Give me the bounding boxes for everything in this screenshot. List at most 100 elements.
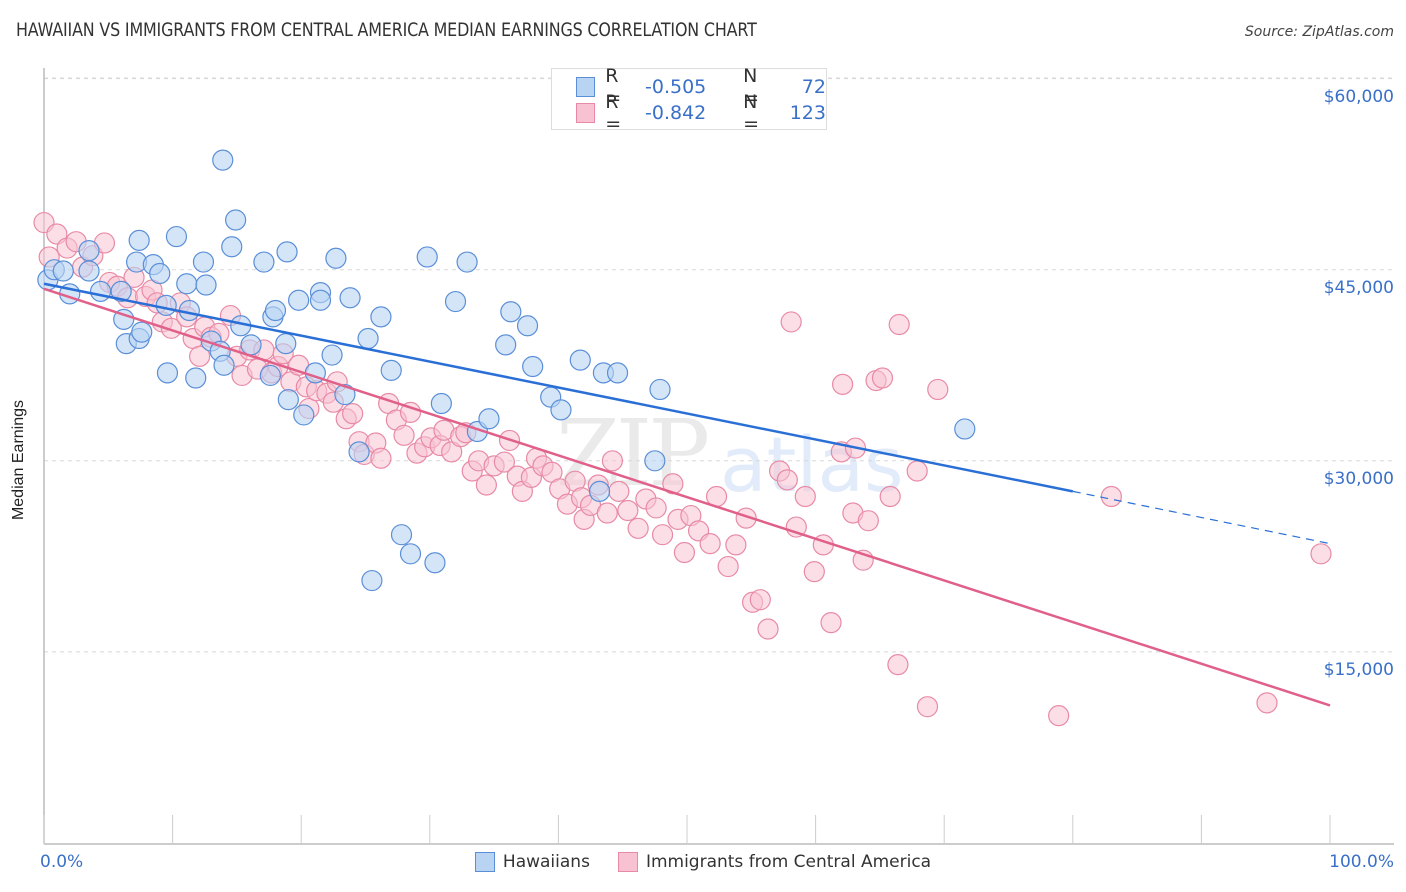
data-point-hawaiians — [649, 378, 671, 401]
data-point-immigrants — [370, 447, 392, 469]
data-point-hawaiians — [309, 289, 332, 311]
data-point-immigrants — [887, 654, 909, 676]
data-point-immigrants — [888, 313, 910, 336]
data-point-hawaiians — [277, 389, 299, 411]
legend-item-hawaiians[interactable]: Hawaiians — [474, 852, 590, 872]
data-point-hawaiians — [128, 229, 150, 251]
series-legend: Hawaiians Immigrants from Central Americ… — [0, 852, 1406, 872]
legend-row-hawaiians: R = -0.505 N = 72 — [576, 65, 826, 109]
data-point-hawaiians — [149, 262, 171, 285]
data-point-hawaiians — [516, 315, 539, 337]
data-point-hawaiians — [550, 399, 572, 421]
data-point-hawaiians — [390, 524, 413, 546]
data-point-hawaiians — [500, 301, 522, 323]
data-point-immigrants — [617, 499, 639, 522]
r-label: R = — [605, 91, 622, 135]
y-tick-label: $30,000 — [1323, 468, 1394, 489]
data-point-hawaiians — [606, 362, 629, 384]
n-value: 72 — [801, 76, 826, 98]
hawaiians-legend-swatch — [474, 852, 495, 872]
data-point-hawaiians — [155, 294, 177, 316]
r-label: R = — [605, 65, 622, 109]
data-point-hawaiians — [192, 251, 215, 273]
data-point-immigrants — [749, 589, 771, 611]
data-point-hawaiians — [644, 450, 666, 472]
data-point-immigrants — [1048, 704, 1070, 727]
data-point-immigrants — [820, 611, 842, 634]
data-point-immigrants — [1310, 543, 1332, 565]
data-point-hawaiians — [213, 354, 235, 376]
data-point-hawaiians — [325, 247, 347, 269]
data-point-immigrants — [189, 345, 211, 367]
data-point-hawaiians — [370, 306, 392, 328]
data-point-immigrants — [757, 618, 779, 640]
n-value: 123 — [789, 102, 826, 124]
n-label: N = — [743, 91, 760, 135]
y-tick-label: $45,000 — [1323, 277, 1394, 298]
data-point-hawaiians — [954, 418, 976, 440]
data-point-hawaiians — [52, 260, 74, 282]
data-point-immigrants — [699, 533, 721, 555]
data-point-hawaiians — [131, 321, 153, 343]
x-tick-label-min: 0.0% — [40, 852, 84, 872]
series-immigrants-central-america — [33, 211, 1332, 727]
data-point-immigrants — [916, 696, 939, 718]
data-point-hawaiians — [176, 273, 198, 295]
data-point-hawaiians — [110, 280, 132, 302]
data-point-immigrants — [627, 517, 649, 539]
trend-line-immigrants — [43, 287, 1331, 707]
data-point-hawaiians — [399, 543, 422, 565]
data-point-immigrants — [780, 311, 802, 333]
data-point-hawaiians — [361, 569, 383, 592]
data-point-hawaiians — [89, 280, 112, 302]
data-point-hawaiians — [78, 239, 100, 262]
data-point-immigrants — [1256, 692, 1278, 714]
data-point-immigrants — [342, 403, 364, 425]
data-point-hawaiians — [78, 260, 100, 282]
legend-row-immigrants: R = -0.842 N = 123 — [576, 91, 826, 135]
y-tick-label: $60,000 — [1323, 86, 1394, 107]
series-hawaiians — [37, 149, 976, 592]
data-point-immigrants — [645, 497, 667, 519]
immigrants-legend-swatch — [617, 852, 638, 872]
chart-title: HAWAIIAN VS IMMIGRANTS FROM CENTRAL AMER… — [16, 20, 757, 41]
hawaiians-swatch — [576, 77, 596, 97]
data-point-hawaiians — [444, 290, 467, 313]
data-point-hawaiians — [253, 251, 275, 273]
data-point-immigrants — [493, 451, 515, 473]
data-point-hawaiians — [275, 332, 297, 355]
legend-label: Hawaiians — [502, 852, 590, 872]
data-point-hawaiians — [588, 480, 611, 502]
source-label: Source: ZipAtlas.com — [1244, 24, 1394, 40]
data-point-immigrants — [794, 485, 816, 508]
data-point-immigrants — [725, 534, 747, 556]
data-point-hawaiians — [293, 404, 315, 426]
data-point-immigrants — [596, 502, 618, 524]
y-tick-label: $15,000 — [1323, 659, 1394, 680]
legend-item-immigrants[interactable]: Immigrants from Central America — [617, 852, 931, 872]
stats-legend: R = -0.505 N = 72 R = -0.842 N = 123 — [551, 65, 827, 135]
data-point-immigrants — [803, 561, 825, 583]
data-point-immigrants — [735, 507, 757, 529]
data-point-hawaiians — [424, 552, 446, 574]
data-point-hawaiians — [380, 359, 402, 381]
data-point-hawaiians — [495, 334, 517, 356]
data-point-hawaiians — [113, 308, 135, 330]
r-value: -0.505 — [645, 76, 707, 98]
data-point-hawaiians — [225, 209, 247, 231]
data-point-immigrants — [871, 367, 894, 389]
data-point-immigrants — [1100, 485, 1122, 508]
data-point-immigrants — [399, 401, 422, 423]
data-point-hawaiians — [221, 236, 243, 258]
data-point-hawaiians — [348, 441, 370, 463]
data-point-immigrants — [857, 510, 879, 532]
data-point-hawaiians — [240, 334, 262, 356]
r-value: -0.842 — [645, 102, 707, 124]
data-point-hawaiians — [339, 287, 361, 309]
data-point-hawaiians — [430, 392, 452, 415]
trend-lines — [43, 282, 1331, 707]
data-point-hawaiians — [321, 344, 343, 366]
data-point-hawaiians — [569, 349, 591, 371]
data-point-hawaiians — [456, 251, 478, 273]
data-point-immigrants — [717, 555, 739, 578]
